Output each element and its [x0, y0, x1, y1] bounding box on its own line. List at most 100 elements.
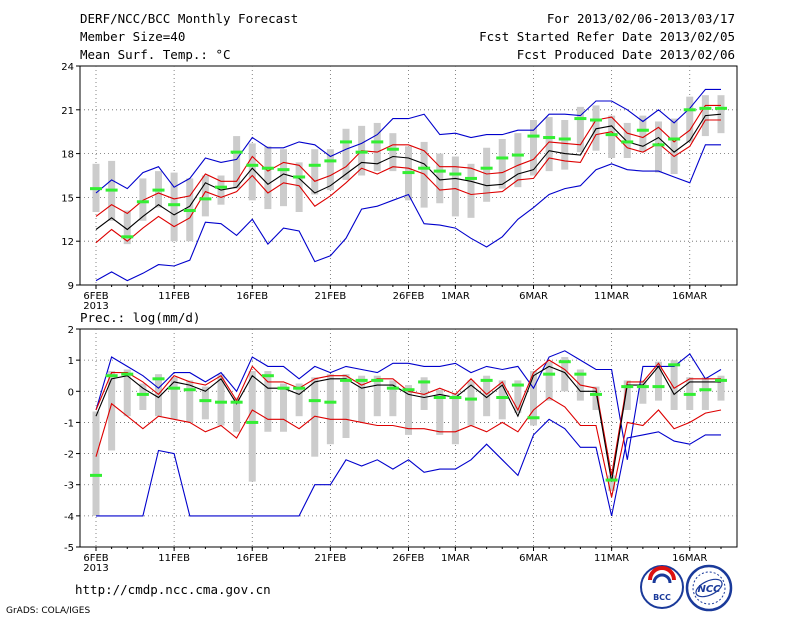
temp-median-marker: [527, 134, 540, 138]
precip-spread-box: [670, 360, 678, 410]
temp-xtick-label: 26FEB: [393, 291, 425, 302]
precip-spread-box: [280, 383, 287, 432]
precip-median-marker: [230, 400, 243, 404]
precip-median-marker: [215, 400, 227, 404]
precip-median-marker: [308, 399, 321, 403]
temp-spread-box: [123, 210, 131, 245]
precip-median-marker: [355, 378, 368, 382]
temp-median-marker: [590, 118, 602, 122]
precip-median-marker: [418, 380, 431, 384]
precip-series-max: [95, 350, 722, 460]
precip-median-marker: [480, 378, 493, 382]
precip-spread-box: [389, 380, 397, 417]
precip-spread-box: [467, 380, 475, 426]
temp-series-mean: [95, 113, 722, 231]
precip-spread-box: [530, 371, 537, 426]
temp-median-marker: [574, 117, 587, 121]
precip-spread-box: [451, 392, 459, 445]
bcc-logo-text: BCC: [653, 593, 671, 602]
temp-median-marker: [215, 185, 227, 189]
precip-spread-box: [295, 383, 303, 417]
precip-ytick-label: -4: [64, 512, 74, 523]
temp-spread-box: [686, 96, 694, 142]
precip-median-marker: [90, 473, 102, 477]
temp-median-marker: [261, 166, 274, 170]
chart-title: DERF/NCC/BCC Monthly Forecast: [80, 11, 298, 26]
precip-spread-box: [264, 371, 272, 432]
temp-spread-box: [248, 143, 256, 201]
temp-median-marker: [183, 209, 196, 213]
temp-median-marker: [230, 150, 243, 154]
temp-median-marker: [683, 108, 696, 112]
precip-spread-box: [623, 380, 631, 410]
temp-median-marker: [277, 168, 290, 172]
temp-ytick-label: 9: [68, 281, 74, 292]
precip-median-marker: [168, 386, 181, 390]
precip-median-marker: [371, 378, 384, 382]
precip-spread-box: [123, 369, 131, 417]
temp-median-marker: [605, 133, 618, 137]
precip-median-marker: [558, 360, 571, 364]
temp-spread-box: [280, 149, 287, 207]
temp-median-marker: [465, 176, 477, 180]
temp-xtick-label: 11FEB: [158, 291, 190, 302]
precip-spread-box: [498, 380, 506, 420]
temp-xtick-label: 1MAR: [441, 291, 470, 302]
precip-spread-box: [170, 377, 178, 420]
precip-median-marker: [340, 378, 352, 382]
temp-median-marker: [543, 136, 556, 140]
precip-spread-box: [217, 374, 225, 426]
temp-spread-box: [514, 133, 522, 188]
temp-spread-box: [326, 149, 334, 191]
precip-spread-box: [701, 377, 709, 410]
precip-series-min: [96, 418, 721, 517]
precip-median-marker: [433, 396, 446, 400]
temp-median-marker: [496, 156, 509, 160]
temp-series-p_hi: [95, 104, 721, 217]
temp-median-marker: [715, 106, 727, 110]
precip-spread-box: [248, 371, 256, 482]
start-refer-date: Fcst Started Refer Date 2013/02/05: [479, 29, 735, 44]
temp-spread-box: [530, 120, 537, 176]
temp-spread-box: [561, 120, 569, 170]
temp-spread-box: [233, 136, 241, 189]
precip-spread-box: [655, 361, 662, 401]
temp-spread-box: [201, 175, 209, 217]
temp-spread-box: [545, 117, 553, 172]
precip-spread-box: [186, 380, 194, 423]
precip-ytick-label: -5: [64, 543, 74, 554]
temp-median-marker: [246, 163, 259, 167]
temp-spread-box: [655, 121, 662, 173]
temp-median-marker: [168, 203, 181, 207]
precip-xtick-label: 6MAR: [519, 553, 548, 564]
temp-median-marker: [418, 166, 431, 170]
temp-xtick-label: 6MAR: [519, 291, 548, 302]
temp-spread-box: [639, 115, 647, 153]
precip-median-marker: [699, 388, 712, 392]
precip-spread-box: [155, 374, 162, 417]
precip-xtick-label: 26FEB: [393, 553, 425, 564]
temp-xtick-label: 11MAR: [594, 291, 629, 302]
forecast-period: For 2013/02/06-2013/03/17: [547, 11, 735, 26]
precip-median-marker: [652, 385, 665, 389]
temp-spread-box: [451, 156, 459, 217]
precip-median-marker: [715, 378, 727, 382]
temp-median-marker: [480, 166, 493, 170]
precip-xtick-label: 1MAR: [441, 553, 470, 564]
temp-median-marker: [136, 200, 149, 204]
precip-spread-box: [561, 357, 569, 392]
precip-spread-box: [92, 411, 100, 516]
precip-xtick-label: 11MAR: [594, 553, 629, 564]
precip-median-marker: [636, 385, 649, 389]
source-url: http://cmdp.ncc.cma.gov.cn: [75, 582, 271, 597]
bcc-logo: BCC: [640, 565, 684, 609]
variable-label: Mean Surf. Temp.: °C: [80, 47, 231, 62]
precip-title: Prec.: log(mm/d): [80, 310, 200, 325]
produced-date: Fcst Produced Date 2013/02/06: [517, 47, 735, 62]
temp-spread-box: [670, 118, 678, 175]
precip-xtick-label: 16MAR: [672, 553, 707, 564]
temp-spread-box: [467, 163, 475, 218]
precip-median-marker: [277, 386, 290, 390]
grads-credit: GrADS: COLA/IGES: [6, 606, 90, 616]
